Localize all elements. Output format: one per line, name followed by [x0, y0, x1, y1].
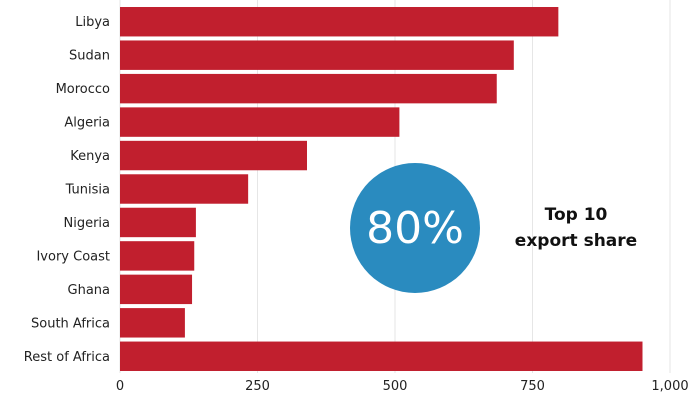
callout-line-1: Top 10 [544, 205, 608, 225]
bar [120, 40, 514, 70]
callout-line-2: export share [514, 231, 638, 251]
category-label: Tunisia [65, 183, 110, 198]
category-label: South Africa [31, 316, 110, 331]
category-label: Nigeria [63, 216, 110, 231]
bar [120, 107, 400, 137]
bar [120, 140, 307, 171]
bars [120, 7, 643, 371]
bar [120, 308, 185, 338]
category-label: Ivory Coast [36, 249, 110, 264]
bar [120, 73, 497, 104]
bar [120, 7, 559, 37]
bar [120, 207, 196, 238]
x-tick-label: 750 [520, 379, 545, 394]
x-tick-label: 500 [383, 379, 408, 394]
category-label: Sudan [69, 49, 110, 64]
x-tick-label: 0 [116, 379, 124, 394]
category-label: Ghana [68, 283, 111, 298]
bar [120, 174, 249, 204]
callout-circle: 80% [350, 163, 480, 293]
callout-caption: Top 10 export share [496, 202, 656, 254]
category-label: Rest of Africa [24, 350, 110, 365]
category-label: Kenya [70, 149, 110, 164]
x-axis-tick-labels: 0 250 500 750 1,000 [116, 379, 689, 394]
callout-value: 80% [366, 202, 464, 254]
bar [120, 274, 193, 305]
category-label: Morocco [56, 82, 110, 97]
category-labels: Libya Sudan Morocco Algeria Kenya Tunisia Nige… [24, 15, 110, 365]
x-tick-label: 1,000 [651, 379, 688, 394]
bar [120, 341, 643, 371]
x-tick-label: 250 [245, 379, 270, 394]
category-label: Libya [75, 15, 110, 30]
bar [120, 241, 195, 271]
category-label: Algeria [64, 116, 110, 131]
